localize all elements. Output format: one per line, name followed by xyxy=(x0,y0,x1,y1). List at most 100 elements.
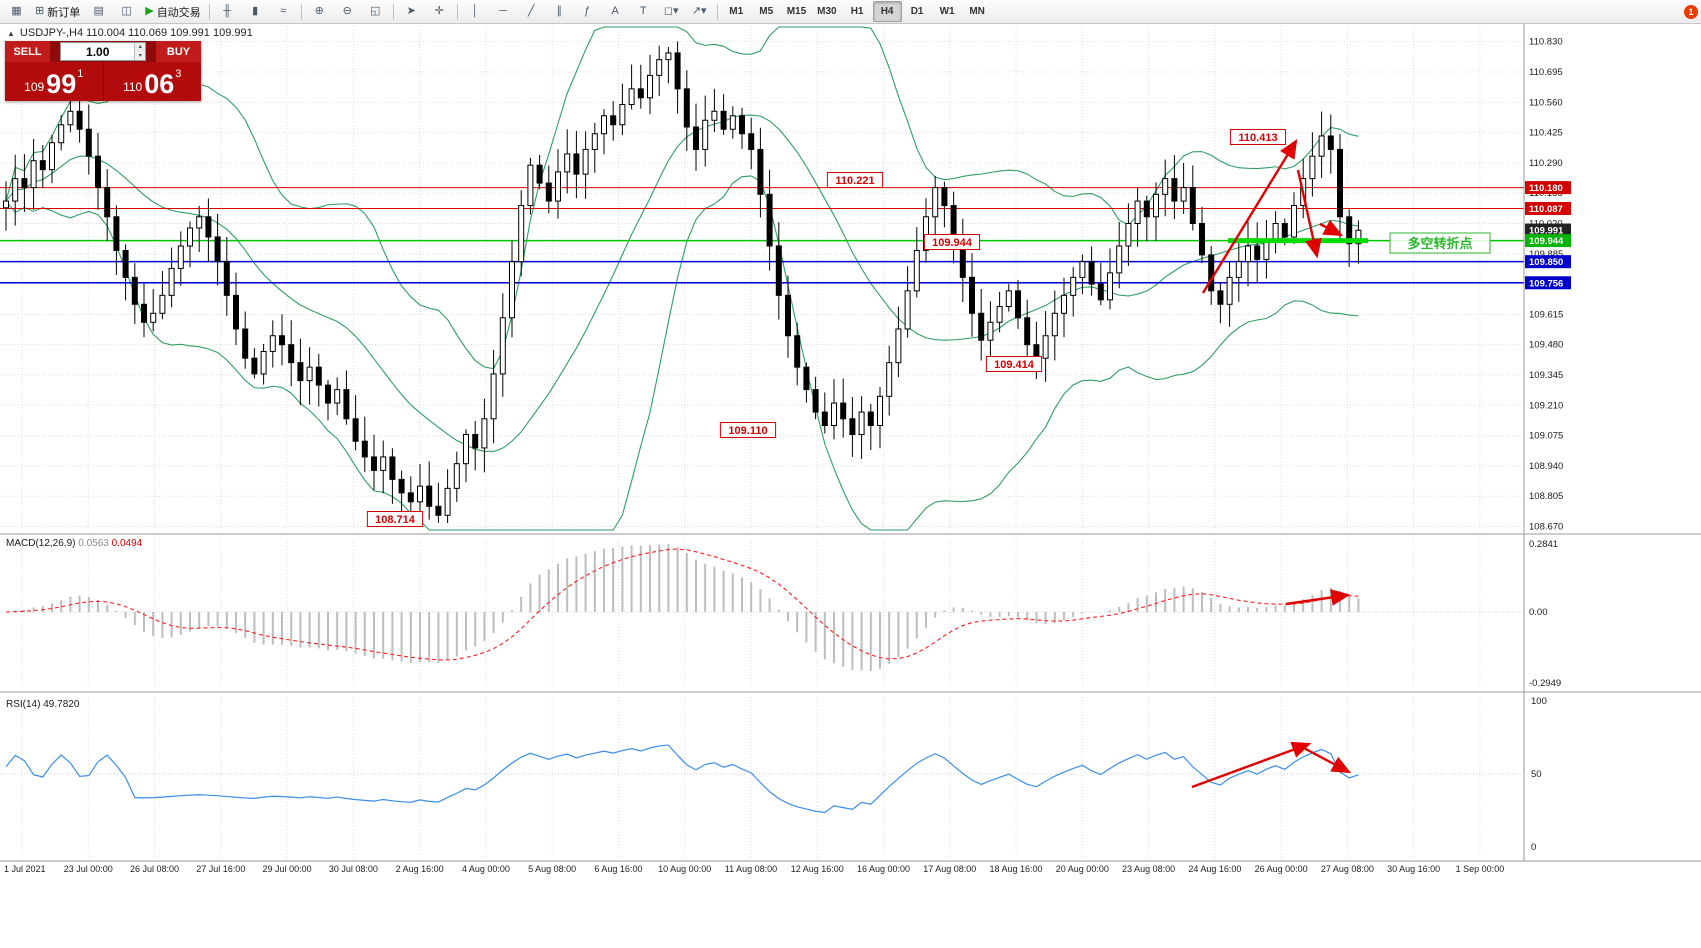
volume-increase-button[interactable]: ▴ xyxy=(135,43,145,52)
callout-109.110[interactable] xyxy=(719,422,777,438)
panel-borders xyxy=(0,22,1701,862)
trend-arrow[interactable] xyxy=(1299,744,1352,774)
timeframe-m30[interactable]: M30 xyxy=(817,6,837,17)
new-order-button[interactable]: ⊞ 新订单 xyxy=(31,1,84,22)
notification-badge[interactable]: 1 xyxy=(1684,4,1698,19)
volume-input[interactable] xyxy=(61,43,135,60)
fibonacci-button[interactable]: ƒ xyxy=(574,1,601,22)
buy-button[interactable]: BUY xyxy=(156,41,201,62)
svg-text:17 Aug 08:00: 17 Aug 08:00 xyxy=(923,864,976,874)
svg-text:110.425: 110.425 xyxy=(1529,128,1563,139)
buy-price-pips: 06 xyxy=(144,69,175,100)
trend-arrow[interactable] xyxy=(1191,741,1312,789)
data-window-button[interactable]: ◫ xyxy=(113,1,140,22)
svg-text:109.075: 109.075 xyxy=(1529,431,1563,442)
svg-text:26 Jul 08:00: 26 Jul 08:00 xyxy=(130,864,179,874)
trendline-button[interactable]: ╱ xyxy=(518,1,545,22)
chart-profile-button[interactable]: ▤ xyxy=(85,1,112,22)
trend-arrow[interactable] xyxy=(1201,138,1298,294)
label-button[interactable]: T xyxy=(630,1,657,22)
vertical-line-button[interactable]: │ xyxy=(462,1,489,22)
sell-price-whole: 109 xyxy=(24,80,45,95)
price-tag-110.087 xyxy=(1525,201,1571,215)
trend-arrow[interactable] xyxy=(1296,169,1322,259)
svg-text:108.714: 108.714 xyxy=(375,514,416,526)
svg-text:1 Jul 2021: 1 Jul 2021 xyxy=(4,864,46,874)
timeframe-m5[interactable]: M5 xyxy=(759,6,774,17)
macd-label: MACD(12,26,9) 0.0563 0.0494 xyxy=(6,538,142,549)
callout-109.944[interactable] xyxy=(923,234,981,250)
trend-arrow[interactable] xyxy=(1319,219,1344,237)
svg-text:0.2841: 0.2841 xyxy=(1529,539,1558,550)
sell-button[interactable]: SELL xyxy=(5,41,50,62)
shapes-button[interactable]: ◻▾ xyxy=(658,1,685,22)
toolbar-separator xyxy=(392,3,394,20)
volume-decrease-button[interactable]: ▾ xyxy=(135,51,145,60)
svg-text:108.805: 108.805 xyxy=(1529,491,1563,502)
toolbar-separator xyxy=(716,3,718,20)
timeframe-h1[interactable]: H1 xyxy=(850,6,864,17)
svg-text:23 Aug 08:00: 23 Aug 08:00 xyxy=(1122,864,1175,874)
shapes-icon: ◻▾ xyxy=(663,5,679,17)
arrows-button[interactable]: ↗▾ xyxy=(686,1,713,22)
rsi-value: 49.7820 xyxy=(43,699,80,710)
candles-layer xyxy=(3,41,1362,524)
callout-108.714[interactable] xyxy=(366,511,424,527)
timeframe-m15[interactable]: M15 xyxy=(786,6,807,17)
timeframe-h4[interactable]: H4 xyxy=(872,1,902,22)
svg-text:26 Aug 00:00: 26 Aug 00:00 xyxy=(1255,864,1308,874)
new-chart-button[interactable]: ▦ xyxy=(3,1,30,22)
bar-chart-button[interactable]: ╫ xyxy=(214,1,241,22)
price-tag-109.991 xyxy=(1525,223,1571,237)
svg-text:27 Aug 08:00: 27 Aug 08:00 xyxy=(1321,864,1374,874)
timeframe-w1[interactable]: W1 xyxy=(939,6,955,17)
svg-text:109.885: 109.885 xyxy=(1529,249,1563,260)
svg-text:109.414: 109.414 xyxy=(994,359,1035,371)
sell-price[interactable]: 109 99 1 xyxy=(5,62,104,101)
trade-panel-top-row: SELL ▴ ▾ BUY xyxy=(5,41,201,62)
tile-windows-button[interactable]: ◱ xyxy=(362,1,389,22)
zoom-in-button[interactable]: ⊕ xyxy=(306,1,333,22)
svg-text:1 Sep 00:00: 1 Sep 00:00 xyxy=(1456,864,1505,874)
callout-110.221[interactable] xyxy=(826,172,884,188)
autotrade-button[interactable]: ▶ 自动交易 xyxy=(141,1,204,22)
annotation: 多空转折点 xyxy=(1389,232,1491,254)
crosshair-button[interactable]: ✛ xyxy=(426,1,453,22)
annotation-box[interactable] xyxy=(1389,232,1491,254)
candlestick-chart-icon: ▮ xyxy=(252,5,259,17)
line-chart-button[interactable]: ≈ xyxy=(270,1,297,22)
trend-arrow[interactable] xyxy=(1285,589,1351,606)
zoom-out-button[interactable]: ⊖ xyxy=(334,1,361,22)
callout-110.413[interactable] xyxy=(1229,129,1287,145)
volume-field: ▴ ▾ xyxy=(60,42,146,61)
cursor-icon: ➤ xyxy=(406,5,416,17)
rsi-layer: 100 50 0 xyxy=(0,696,1547,853)
cursor-button[interactable]: ➤ xyxy=(398,1,425,22)
text-button[interactable]: A xyxy=(602,1,629,22)
trade-panel-price-row: 109 99 1 110 06 3 xyxy=(5,62,201,101)
symbol-ohlc-header: ▲ USDJPY-,H4 110.004 110.069 109.991 109… xyxy=(7,27,253,39)
channel-button[interactable]: ∥ xyxy=(546,1,573,22)
svg-text:6 Aug 16:00: 6 Aug 16:00 xyxy=(594,864,642,874)
callout-109.414[interactable] xyxy=(985,356,1043,372)
svg-text:109.480: 109.480 xyxy=(1529,340,1563,351)
symbol-direction-icon: ▲ xyxy=(7,28,15,38)
svg-text:109.850: 109.850 xyxy=(1529,257,1563,268)
timeframe-mn[interactable]: MN xyxy=(969,6,985,17)
svg-text:100: 100 xyxy=(1531,696,1547,707)
tile-windows-icon: ◱ xyxy=(369,5,381,17)
timeframe-d1[interactable]: D1 xyxy=(910,6,924,17)
toolbar-separator xyxy=(456,3,458,20)
zoom-in-icon: ⊕ xyxy=(314,5,324,17)
candlestick-chart-button[interactable]: ▮ xyxy=(242,1,269,22)
horizontal-line-button[interactable]: ─ xyxy=(490,1,517,22)
svg-text:16 Aug 00:00: 16 Aug 00:00 xyxy=(857,864,910,874)
time-axis: 1 Jul 2021 23 Jul 00:00 26 Jul 08:00 27 Jul… xyxy=(4,864,1504,874)
svg-text:30 Aug 16:00: 30 Aug 16:00 xyxy=(1387,864,1440,874)
horizontal-line-icon: ─ xyxy=(499,5,508,17)
trendline-icon: ╱ xyxy=(527,5,535,17)
buy-price[interactable]: 110 06 3 xyxy=(104,62,202,101)
svg-text:50: 50 xyxy=(1531,769,1542,780)
timeframe-m1[interactable]: M1 xyxy=(729,6,744,17)
